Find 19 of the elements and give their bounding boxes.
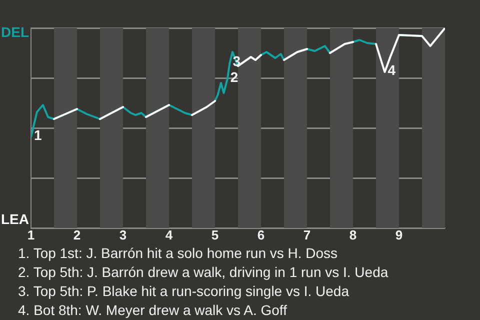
annotation: 2 — [230, 68, 238, 85]
annotation: 3 — [232, 52, 241, 69]
x-tick-label: 9 — [395, 227, 403, 242]
x-tick-label: 5 — [211, 227, 219, 242]
text: 3. Top 5th: P. Blake hit a run-scoring single vs I. Ueda — [18, 282, 350, 301]
x-tick-label: 4 — [165, 227, 174, 242]
text: 2. Top 5th: J. Barrón drew a walk, driving in 1 run vs I. Ueda — [18, 263, 388, 282]
annotation: 1 — [34, 126, 42, 143]
x-tick-label: 7 — [303, 227, 311, 242]
x-tick-label: 1 — [27, 227, 35, 242]
text: LEA — [1, 210, 29, 227]
x-tick-label: 8 — [349, 227, 357, 242]
text: 1. Top 1st: J. Barrón hit a solo home run vs H. Doss — [18, 244, 339, 263]
x-tick-label: 6 — [257, 227, 265, 242]
text: DEL — [1, 24, 30, 40]
annotation: 4 — [388, 62, 396, 78]
text: 4. Bot 8th: W. Meyer drew a walk vs A. Goff — [18, 301, 288, 320]
x-tick-label: 2 — [73, 227, 81, 242]
x-tick-label: 3 — [119, 227, 127, 242]
